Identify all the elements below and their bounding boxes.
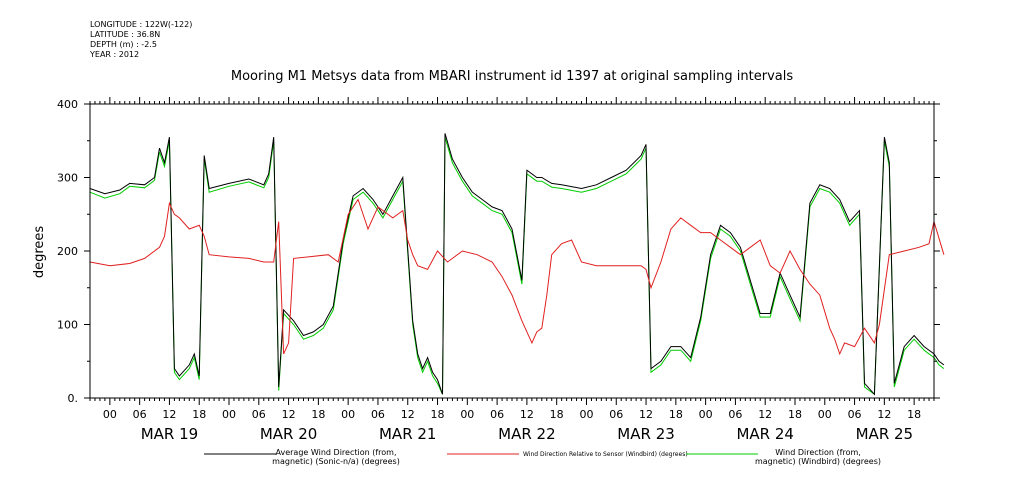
x-tick-label: 06	[848, 408, 862, 421]
latitude-text: LATITUDE : 36.8N	[90, 30, 161, 39]
y-tick-label: 400	[57, 98, 78, 111]
legend-label-0-line2: magnetic) (Sonic-n/a) (degrees)	[272, 457, 400, 466]
x-day-label: MAR 25	[856, 425, 913, 443]
x-day-label: MAR 24	[736, 425, 793, 443]
y-tick-label: 0.	[68, 392, 79, 405]
longitude-text: LONGITUDE : 122W(-122)	[90, 20, 193, 29]
x-day-label: MAR 20	[260, 425, 317, 443]
x-tick-label: 00	[579, 408, 593, 421]
x-tick-label: 18	[311, 408, 325, 421]
x-tick-label: 18	[192, 408, 206, 421]
x-tick-label: 00	[222, 408, 236, 421]
y-tick-label: 100	[57, 319, 78, 332]
legend-label-1: Wind Direction Relative to Sensor (Windb…	[523, 451, 688, 458]
chart-title: Mooring M1 Metsys data from MBARI instru…	[231, 69, 793, 84]
station-metadata: LONGITUDE : 122W(-122) LATITUDE : 36.8N …	[90, 20, 192, 60]
x-tick-label: 12	[162, 408, 176, 421]
x-tick-label: 00	[460, 408, 474, 421]
series-line-0	[89, 133, 945, 396]
series-line-1	[89, 198, 945, 356]
depth-text: DEPTH (m) : -2.5	[90, 40, 157, 49]
legend: Average Wind Direction (from,magnetic) (…	[204, 448, 881, 466]
x-tick-label: 18	[788, 408, 802, 421]
plot-frame	[89, 103, 935, 399]
axes: 0. 100 200 300 400 00 06 12 18 00 06 12 18 00 06 12 18 00…	[57, 97, 940, 443]
x-tick-label: 06	[133, 408, 147, 421]
x-tick-label: 06	[490, 408, 504, 421]
y-axis-label: degrees	[32, 226, 47, 279]
x-tick-label: 12	[639, 408, 653, 421]
series-line-2	[89, 136, 945, 396]
x-tick-label: 12	[758, 408, 772, 421]
x-tick-label: 18	[550, 408, 564, 421]
x-day-label: MAR 22	[498, 425, 555, 443]
legend-label-2-line1: Wind Direction (from,	[775, 448, 861, 457]
x-tick-label: 12	[877, 408, 891, 421]
x-tick-label: 00	[699, 408, 713, 421]
x-tick-label: 18	[907, 408, 921, 421]
x-tick-label: 18	[431, 408, 445, 421]
x-tick-label: 06	[728, 408, 742, 421]
x-tick-label: 00	[341, 408, 355, 421]
x-tick-label: 00	[103, 408, 117, 421]
x-tick-label: 06	[252, 408, 266, 421]
y-tick-label: 300	[57, 172, 78, 185]
x-tick-label: 06	[609, 408, 623, 421]
x-day-label: MAR 23	[617, 425, 674, 443]
x-day-label: MAR 21	[379, 425, 436, 443]
x-tick-label: 12	[401, 408, 415, 421]
x-tick-label: 12	[282, 408, 296, 421]
year-text: YEAR : 2012	[90, 50, 140, 59]
x-day-label: MAR 19	[141, 425, 198, 443]
legend-label-2-line2: magnetic) (Windbird) (degrees)	[755, 457, 881, 466]
y-tick-label: 200	[57, 245, 78, 258]
legend-label-0-line1: Average Wind Direction (from,	[275, 448, 396, 457]
series-layer	[89, 133, 945, 396]
x-tick-label: 18	[669, 408, 683, 421]
x-tick-label: 00	[818, 408, 832, 421]
x-tick-label: 06	[371, 408, 385, 421]
x-tick-label: 12	[520, 408, 534, 421]
